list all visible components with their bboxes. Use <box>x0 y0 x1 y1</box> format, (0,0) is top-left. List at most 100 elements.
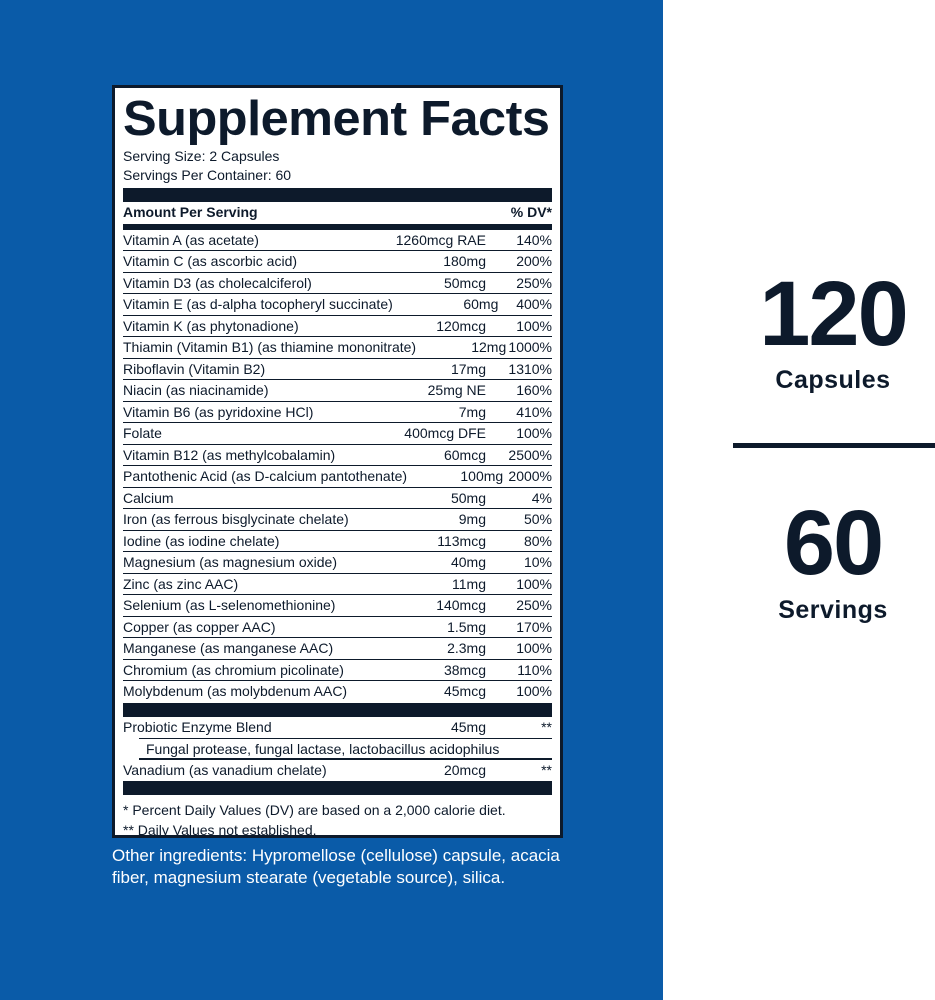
nutrient-dv: 1310% <box>508 360 552 377</box>
nutrient-amount: 140mcg <box>436 597 486 613</box>
nutrient-name: Vitamin B12 (as methylcobalamin) <box>123 446 336 463</box>
nutrient-dv: 410% <box>516 403 552 420</box>
nutrient-dv: 100% <box>516 575 552 592</box>
nutrient-name: Molybdenum (as molybdenum AAC) <box>123 683 348 699</box>
nutrient-name: Vitamin E (as d-alpha tocopheryl succina… <box>123 296 393 312</box>
nutrient-amount: 113mcg <box>437 532 486 549</box>
nutrient-row: Copper (as copper AAC) 1.5mg 170% <box>123 617 552 638</box>
nutrient-dv: ** <box>541 761 552 778</box>
divider-bar <box>123 702 552 717</box>
nutrient-dv: 400% <box>516 296 552 312</box>
nutrient-amount: 12mg <box>471 339 507 355</box>
nutrient-dv: 2500% <box>508 446 552 463</box>
header-amount: Amount Per Serving <box>123 204 258 220</box>
nutrient-amount: 38mcg <box>443 661 486 678</box>
divider-bar <box>123 188 552 202</box>
nutrient-row: Calcium 50mg 4% <box>123 488 552 509</box>
nutrient-dv: 100% <box>516 425 552 441</box>
blend-contents: Fungal protease, fungal lactase, lactoba… <box>146 741 500 757</box>
nutrient-dv: 2000% <box>508 468 552 484</box>
nutrient-row: Vitamin E (as d-alpha tocopheryl succina… <box>123 294 552 316</box>
nutrient-name: Manganese (as manganese AAC) <box>123 640 334 656</box>
label-title: Supplement Facts <box>123 92 550 146</box>
nutrient-name: Vitamin D3 (as cholecalciferol) <box>123 274 312 291</box>
nutrient-dv: 4% <box>531 489 552 506</box>
nutrient-name: Riboflavin (Vitamin B2) <box>123 360 266 377</box>
nutrient-name: Calcium <box>123 489 174 506</box>
nutrient-amount: 20mcg <box>443 761 486 778</box>
nutrient-amount: 25mg NE <box>427 382 486 398</box>
nutrient-name: Thiamin (Vitamin B1) (as thiamine mononi… <box>123 339 417 355</box>
nutrient-row: Vitamin K (as phytonadione) 120mcg 100% <box>123 316 552 337</box>
nutrient-amount: 40mg <box>450 554 486 570</box>
nutrient-dv: 100% <box>516 317 552 334</box>
nutrient-row: Pantothenic Acid (as D-calcium pantothen… <box>123 466 552 488</box>
serving-size: Serving Size: 2 Capsules <box>123 148 280 164</box>
nutrient-row: Iodine (as iodine chelate) 113mcg 80% <box>123 531 552 552</box>
supplement-facts-label: Supplement Facts Serving Size: 2 Capsule… <box>112 85 563 838</box>
nutrient-row: Selenium (as L-selenomethionine) 140mcg 25… <box>123 595 552 617</box>
nutrient-dv: 100% <box>516 640 552 656</box>
nutrient-amount: 60mcg <box>443 446 486 463</box>
nutrient-amount: 45mcg <box>443 683 486 699</box>
nutrient-row: Vitamin C (as ascorbic acid) 180mg 200% <box>123 251 552 273</box>
nutrient-dv: 80% <box>523 532 552 549</box>
nutrient-amount: 120mcg <box>436 317 486 334</box>
nutrient-name: Niacin (as niacinamide) <box>123 382 269 398</box>
blend-contents-row: Fungal protease, fungal lactase, lactoba… <box>139 738 552 760</box>
nutrient-name: Folate <box>123 425 162 441</box>
nutrient-amount: 11mg <box>452 575 486 592</box>
divider-line <box>733 443 935 448</box>
servings-label: Servings <box>778 596 888 624</box>
nutrient-row: Magnesium (as magnesium oxide) 40mg 10% <box>123 552 552 574</box>
nutrient-amount: 1.5mg <box>447 618 486 635</box>
nutrient-amount: 60mg <box>463 296 499 312</box>
header-dv: % DV* <box>510 204 552 220</box>
nutrient-name: Vitamin A (as acetate) <box>123 231 259 248</box>
nutrient-dv: ** <box>541 718 552 735</box>
nutrient-dv: 100% <box>516 683 552 699</box>
nutrient-dv: 200% <box>516 253 552 269</box>
nutrient-name: Vanadium (as vanadium chelate) <box>123 761 327 778</box>
nutrient-amount: 100mg <box>460 468 504 484</box>
nutrient-dv: 50% <box>523 511 552 527</box>
nutrient-amount: 50mg <box>450 489 486 506</box>
nutrient-row: Vitamin B12 (as methylcobalamin) 60mcg 250… <box>123 445 552 466</box>
header-row: Amount Per Serving % DV* <box>123 202 552 224</box>
nutrient-amount: 9mg <box>458 511 486 527</box>
nutrient-amount: 2.3mg <box>447 640 486 656</box>
other-ingredients: Other ingredients: Hypromellose (cellulo… <box>112 846 560 887</box>
nutrient-row: Zinc (as zinc AAC) 11mg 100% <box>123 574 552 595</box>
nutrient-row: Molybdenum (as molybdenum AAC) 45mcg 100% <box>123 681 552 703</box>
nutrient-dv: 250% <box>516 597 552 613</box>
servings-per-container: Servings Per Container: 60 <box>123 167 292 183</box>
nutrient-name: Iodine (as iodine chelate) <box>123 532 280 549</box>
nutrient-dv: 110% <box>517 661 552 678</box>
nutrient-dv: 1000% <box>508 339 552 355</box>
nutrient-name: Pantothenic Acid (as D-calcium pantothen… <box>123 468 408 484</box>
nutrient-name: Vitamin K (as phytonadione) <box>123 317 299 334</box>
nutrient-amount: 17mg <box>450 360 486 377</box>
nutrient-row: Niacin (as niacinamide) 25mg NE 160% <box>123 380 552 402</box>
nutrient-name: Vitamin C (as ascorbic acid) <box>123 253 298 269</box>
nutrient-name: Probiotic Enzyme Blend <box>123 718 272 735</box>
nutrient-dv: 140% <box>516 231 552 248</box>
servings-count: 60 <box>783 492 884 594</box>
nutrient-dv: 250% <box>516 274 552 291</box>
nutrient-dv: 160% <box>516 382 552 398</box>
nutrient-name: Selenium (as L-selenomethionine) <box>123 597 336 613</box>
nutrient-row: Riboflavin (Vitamin B2) 17mg 1310% <box>123 359 552 380</box>
nutrient-row: Vitamin B6 (as pyridoxine HCl) 7mg 410% <box>123 402 552 423</box>
nutrient-row: Iron (as ferrous bisglycinate chelate) 9m… <box>123 509 552 531</box>
nutrient-row: Folate 400mcg DFE 100% <box>123 423 552 445</box>
divider-bar <box>123 223 552 230</box>
nutrient-amount: 1260mcg RAE <box>395 231 486 248</box>
nutrient-row: Vitamin D3 (as cholecalciferol) 50mcg 250% <box>123 273 552 294</box>
nutrient-row: Thiamin (Vitamin B1) (as thiamine mononi… <box>123 337 552 359</box>
nutrient-row: Manganese (as manganese AAC) 2.3mg 100% <box>123 638 552 660</box>
nutrient-row: Vitamin A (as acetate) 1260mcg RAE 140% <box>123 230 552 251</box>
nutrient-name: Zinc (as zinc AAC) <box>123 575 239 592</box>
nutrient-name: Chromium (as chromium picolinate) <box>123 661 344 678</box>
nutrient-row: Chromium (as chromium picolinate) 38mcg 11… <box>123 660 552 681</box>
nutrient-amount: 7mg <box>458 403 486 420</box>
